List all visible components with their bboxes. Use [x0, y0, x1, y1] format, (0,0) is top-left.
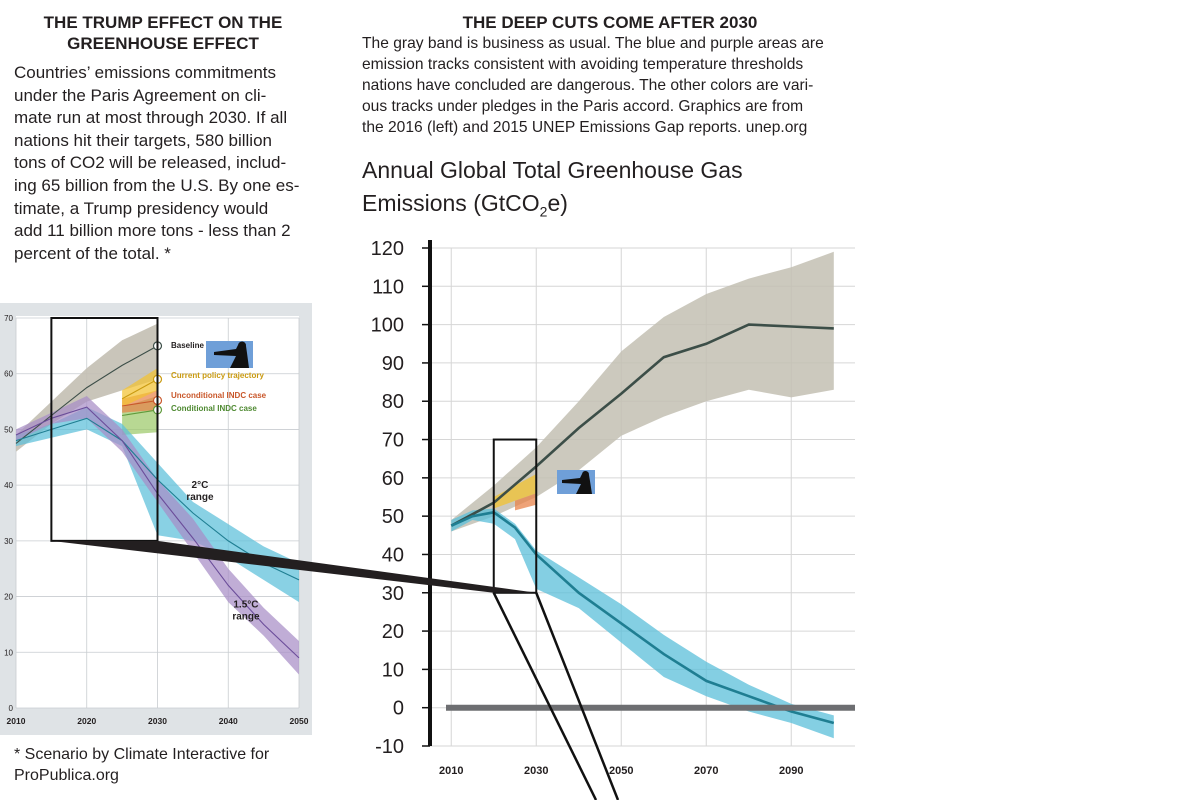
left-paragraph-line: mate run at most through 2030. If all: [14, 108, 288, 128]
left-range-label-two_degree: 2°C: [192, 480, 209, 491]
chart-title-pre: Emissions (GtCO: [362, 190, 540, 216]
zoom-connector-tail-right: [535, 592, 620, 800]
left-heading: THE TRUMP EFFECT ON THE GREENHOUSE EFFEC…: [18, 12, 308, 54]
left-paragraph-line: ing 65 billion from the U.S. By one es-: [14, 175, 300, 195]
person-silhouette-icon: [562, 470, 592, 494]
right-line-baseline: [450, 323, 834, 527]
left-heading-line1: THE TRUMP EFFECT ON THE: [43, 13, 283, 32]
left-paragraph-line: Countries’ emissions commitments: [14, 63, 276, 82]
right-x-tick-label: 2010: [439, 765, 463, 777]
right-caption: The gray band is business as usual. The …: [362, 33, 862, 138]
left-y-tick-label: 30: [4, 537, 13, 546]
left-x-tick-label: 2030: [148, 716, 167, 726]
trump-photo-left: [206, 341, 253, 368]
zoom-connector: [51, 540, 620, 800]
left-legend-label-unconditional: Unconditional INDC case: [171, 391, 267, 400]
left-line-current_policy: [121, 378, 158, 400]
right-y-tick-label: 70: [382, 430, 404, 452]
left-legend-label-baseline: Baseline: [171, 341, 204, 350]
left-paragraph-line: under the Paris Agreement on cli-: [14, 85, 267, 105]
zoom-connector-wedge: [51, 540, 537, 593]
left-range-label-one_five: 1.5°C: [233, 600, 258, 611]
left-range-label-two_degree-sub: range: [186, 492, 214, 503]
right-x-tick-label: 2030: [524, 765, 548, 777]
right-caption-line: ous tracks under pledges in the Paris ac…: [362, 98, 804, 115]
left-paragraph: Countries’ emissions commitments under t…: [14, 62, 314, 265]
right-y-tick-label: 90: [382, 353, 404, 375]
right-band-current_policy: [493, 474, 537, 509]
right-y-tick-label: 60: [382, 468, 404, 490]
left-band-one_five: [16, 396, 299, 675]
chart-title-line2: Emissions (GtCO2e): [362, 187, 862, 229]
right-y-tick-label: 20: [382, 621, 404, 643]
chart-title-post: e): [547, 190, 568, 216]
left-legend-label-conditional: Conditional INDC case: [171, 404, 257, 413]
left-x-tick-label: 2020: [77, 716, 96, 726]
zoom-connector-tail-left: [492, 592, 598, 800]
right-band-unconditional: [515, 493, 537, 511]
right-heading: THE DEEP CUTS COME AFTER 2030: [462, 13, 758, 32]
left-band-unconditional: [122, 390, 158, 413]
left-paragraph-line: tons of CO2 will be released, includ-: [14, 153, 287, 173]
person-silhouette-icon: [214, 341, 249, 368]
footnote: * Scenario by Climate Interactive for Pr…: [14, 744, 314, 786]
left-line-baseline: [15, 345, 158, 444]
left-paragraph-line: percent of the total. *: [14, 243, 171, 263]
right-y-tick-label: 40: [382, 544, 404, 566]
trump-photo-right: [557, 470, 595, 494]
right-x-tick-label: 2090: [779, 765, 803, 777]
left-line-unconditional: [122, 399, 158, 407]
left-y-tick-label: 10: [4, 648, 13, 657]
left-y-tick-label: 60: [4, 370, 13, 379]
right-y-tick-label: 120: [371, 238, 404, 260]
right-y-tick-label: 50: [382, 506, 404, 528]
left-x-tick-label: 2040: [219, 716, 238, 726]
right-y-tick-label: 80: [382, 391, 404, 413]
right-caption-line: nations have concluded are dangerous. Th…: [362, 77, 814, 94]
left-y-tick-label: 50: [4, 425, 13, 434]
right-x-tick-label: 2070: [694, 765, 718, 777]
right-y-tick-label: 10: [382, 659, 404, 681]
left-band-current_policy: [122, 368, 158, 408]
right-line-two_degree: [450, 510, 835, 725]
left-paragraph-line: add 11 billion more tons - less than 2: [14, 221, 291, 241]
chart-title: Annual Global Total Greenhouse Gas Emiss…: [362, 154, 862, 229]
footnote-line2: ProPublica.org: [14, 767, 119, 784]
left-y-tick-label: 20: [4, 593, 13, 602]
left-x-tick-label: 2050: [290, 716, 309, 726]
right-band-baseline: [451, 251, 834, 532]
footnote-line1: * Scenario by Climate Interactive for: [14, 746, 270, 763]
right-y-tick-label: 30: [382, 583, 404, 605]
left-y-tick-label: 70: [4, 314, 13, 323]
left-y-tick-label: 0: [9, 704, 14, 713]
left-x-tick-label: 2010: [7, 716, 26, 726]
right-caption-line: emission tracks consistent with avoiding…: [362, 56, 804, 73]
right-y-tick-label: 0: [393, 698, 404, 720]
right-x-tick-label: 2050: [609, 765, 633, 777]
left-range-label-one_five-sub: range: [232, 612, 260, 623]
left-paragraph-line: timate, a Trump presidency would: [14, 198, 269, 218]
chart-title-sub: 2: [539, 203, 548, 220]
left-paragraph-line: nations hit their targets, 580 billion: [14, 130, 272, 150]
left-legend-label-current_policy: Current policy trajectory: [171, 371, 264, 380]
left-line-conditional: [122, 409, 158, 417]
right-caption-line: the 2016 (left) and 2015 UNEP Emissions …: [362, 119, 808, 136]
right-y-tick-label: 110: [372, 276, 404, 298]
left-y-tick-label: 40: [4, 481, 13, 490]
left-heading-line2: GREENHOUSE EFFECT: [67, 34, 259, 53]
right-band-two_degree: [451, 508, 834, 739]
right-caption-line: The gray band is business as usual. The …: [362, 35, 824, 52]
right-y-tick-label: -10: [375, 736, 404, 758]
chart-title-line1: Annual Global Total Greenhouse Gas: [362, 157, 743, 183]
right-y-tick-label: 100: [371, 315, 404, 337]
